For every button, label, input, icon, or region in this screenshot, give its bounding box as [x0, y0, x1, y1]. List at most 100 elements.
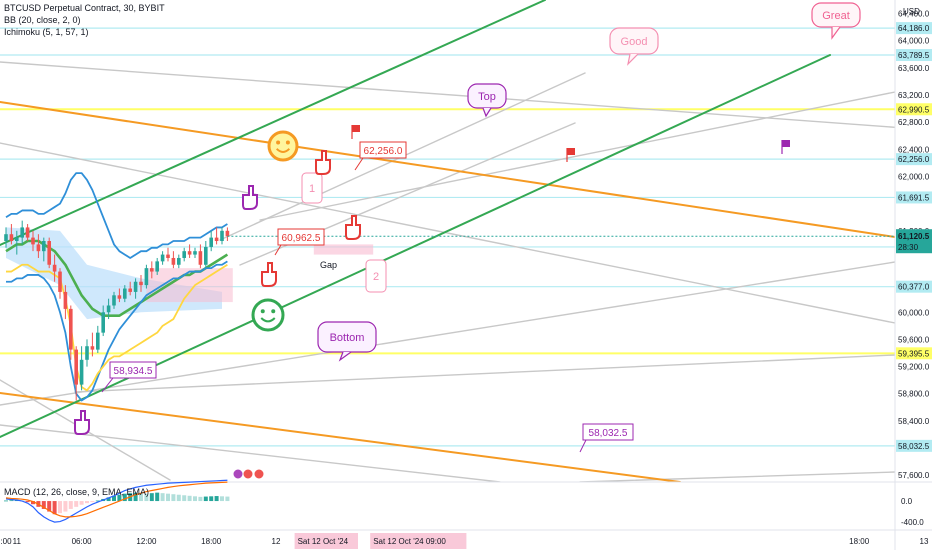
flag-icon[interactable]	[782, 140, 790, 147]
candle-body[interactable]	[31, 237, 35, 245]
candle-body[interactable]	[85, 346, 89, 360]
candle-body[interactable]	[171, 257, 176, 265]
macd-histogram-bar[interactable]	[160, 493, 165, 502]
macd-histogram-bar[interactable]	[9, 500, 14, 502]
macd-histogram-bar[interactable]	[209, 496, 214, 502]
macd-histogram-bar[interactable]	[193, 496, 197, 502]
macd-histogram-bar[interactable]	[68, 501, 73, 509]
great-callout-text[interactable]: Great	[822, 10, 850, 22]
candle-body[interactable]	[101, 312, 105, 333]
macd-histogram-bar[interactable]	[122, 493, 127, 502]
macd-histogram-bar[interactable]	[79, 501, 84, 505]
flag-icon[interactable]	[352, 125, 360, 132]
series-line-ichimoku-lagging[interactable]	[6, 263, 228, 392]
candle-body[interactable]	[63, 291, 68, 309]
candle-body[interactable]	[36, 244, 41, 252]
price-note-60962-text[interactable]: 60,962.5	[282, 233, 321, 244]
gray-trendline[interactable]	[0, 261, 895, 406]
macd-histogram-bar[interactable]	[225, 496, 230, 502]
candle-body[interactable]	[69, 308, 73, 350]
symbol-title[interactable]: BTCUSD Perpetual Contract, 30, BYBIT	[4, 3, 165, 13]
candle-body[interactable]	[4, 234, 8, 241]
series-line-bb-upper[interactable]	[5, 172, 228, 259]
price-note-58934-box[interactable]	[109, 361, 157, 379]
macd-histogram-bar[interactable]	[220, 496, 224, 502]
series-line-bb-lower[interactable]	[6, 260, 228, 402]
candle-body[interactable]	[117, 295, 122, 299]
candle-body[interactable]	[96, 332, 100, 350]
candle-body[interactable]	[25, 227, 30, 238]
macd-histogram-bar[interactable]	[74, 501, 79, 507]
candle-body[interactable]	[58, 271, 62, 292]
candle-body[interactable]	[214, 237, 219, 241]
price-note-62256-box[interactable]	[359, 141, 407, 159]
macd-histogram-bar[interactable]	[176, 494, 181, 502]
candle-body[interactable]	[177, 257, 181, 265]
ichimoku-indicator-label[interactable]: Ichimoku (5, 1, 57, 1)	[4, 27, 89, 37]
macd-histogram-bar[interactable]	[31, 501, 35, 505]
candle-body[interactable]	[47, 241, 51, 265]
pointing-hand-icon[interactable]	[74, 410, 90, 435]
candle-body[interactable]	[209, 237, 213, 247]
gray-trendline[interactable]	[0, 142, 895, 324]
macd-histogram-bar[interactable]	[58, 501, 62, 514]
candle-body[interactable]	[79, 359, 84, 385]
gray-trendline[interactable]	[259, 91, 895, 221]
macd-histogram-bar[interactable]	[90, 501, 95, 503]
price-tag-label[interactable]: 64,186.0	[898, 24, 930, 33]
flag-icon[interactable]	[567, 148, 575, 155]
candle-body[interactable]	[187, 251, 192, 255]
candle-body[interactable]	[74, 349, 78, 385]
bottom-callout-text[interactable]: Bottom	[330, 332, 365, 344]
event-badge-icon[interactable]	[253, 468, 265, 480]
macd-histogram-bar[interactable]	[187, 495, 192, 502]
price-tag-label[interactable]: 61,691.5	[898, 193, 930, 202]
candle-body[interactable]	[42, 241, 46, 252]
good-callout-text[interactable]: Good	[621, 36, 648, 48]
macd-histogram-bar[interactable]	[133, 492, 138, 502]
gap-label[interactable]: Gap	[320, 260, 337, 270]
pointing-hand-icon[interactable]	[261, 262, 277, 287]
macd-histogram-bar[interactable]	[149, 493, 154, 502]
bb-indicator-label[interactable]: BB (20, close, 2, 0)	[4, 15, 81, 25]
candle-body[interactable]	[133, 281, 138, 292]
orange-trendline[interactable]	[0, 101, 895, 238]
macd-histogram-bar[interactable]	[85, 501, 89, 504]
green-channel-upper[interactable]	[0, 0, 546, 246]
candle-body[interactable]	[166, 254, 170, 258]
candle-body[interactable]	[150, 268, 154, 272]
macd-signal-line[interactable]	[5, 481, 228, 518]
candle-body[interactable]	[139, 281, 143, 286]
note-two-text[interactable]: 2	[373, 271, 379, 283]
macd-histogram-bar[interactable]	[139, 493, 143, 502]
price-tag-label[interactable]: 60,377.0	[898, 283, 930, 292]
macd-histogram-bar[interactable]	[214, 496, 219, 502]
pointing-hand-icon[interactable]	[242, 185, 258, 210]
smiley-face-icon[interactable]	[267, 130, 299, 162]
note-two-box[interactable]	[365, 259, 387, 293]
gray-trendline[interactable]	[0, 61, 932, 130]
event-badge-icon[interactable]	[232, 468, 244, 480]
macd-histogram-bar[interactable]	[171, 494, 176, 502]
green-channel-lower[interactable]	[0, 54, 831, 438]
candle-body[interactable]	[90, 346, 95, 350]
macd-indicator-label[interactable]: MACD (12, 26, close, 9, EMA, EMA)	[4, 487, 150, 497]
macd-histogram-bar[interactable]	[47, 501, 52, 512]
candle-body[interactable]	[155, 261, 159, 272]
candle-body[interactable]	[198, 251, 203, 265]
candle-body[interactable]	[123, 288, 127, 299]
candle-body[interactable]	[193, 251, 197, 255]
candle-body[interactable]	[112, 295, 116, 306]
candle-body[interactable]	[128, 288, 132, 292]
smiley-face-green-icon[interactable]	[251, 298, 285, 332]
candle-body[interactable]	[220, 230, 224, 241]
note-one-box[interactable]	[301, 172, 323, 204]
macd-histogram-bar[interactable]	[182, 495, 187, 502]
macd-histogram-bar[interactable]	[63, 501, 68, 512]
macd-histogram-bar[interactable]	[155, 492, 160, 502]
candle-body[interactable]	[204, 246, 208, 265]
gray-trendline[interactable]	[579, 471, 895, 482]
macd-histogram-bar[interactable]	[203, 496, 208, 502]
pointing-hand-icon[interactable]	[315, 150, 331, 175]
